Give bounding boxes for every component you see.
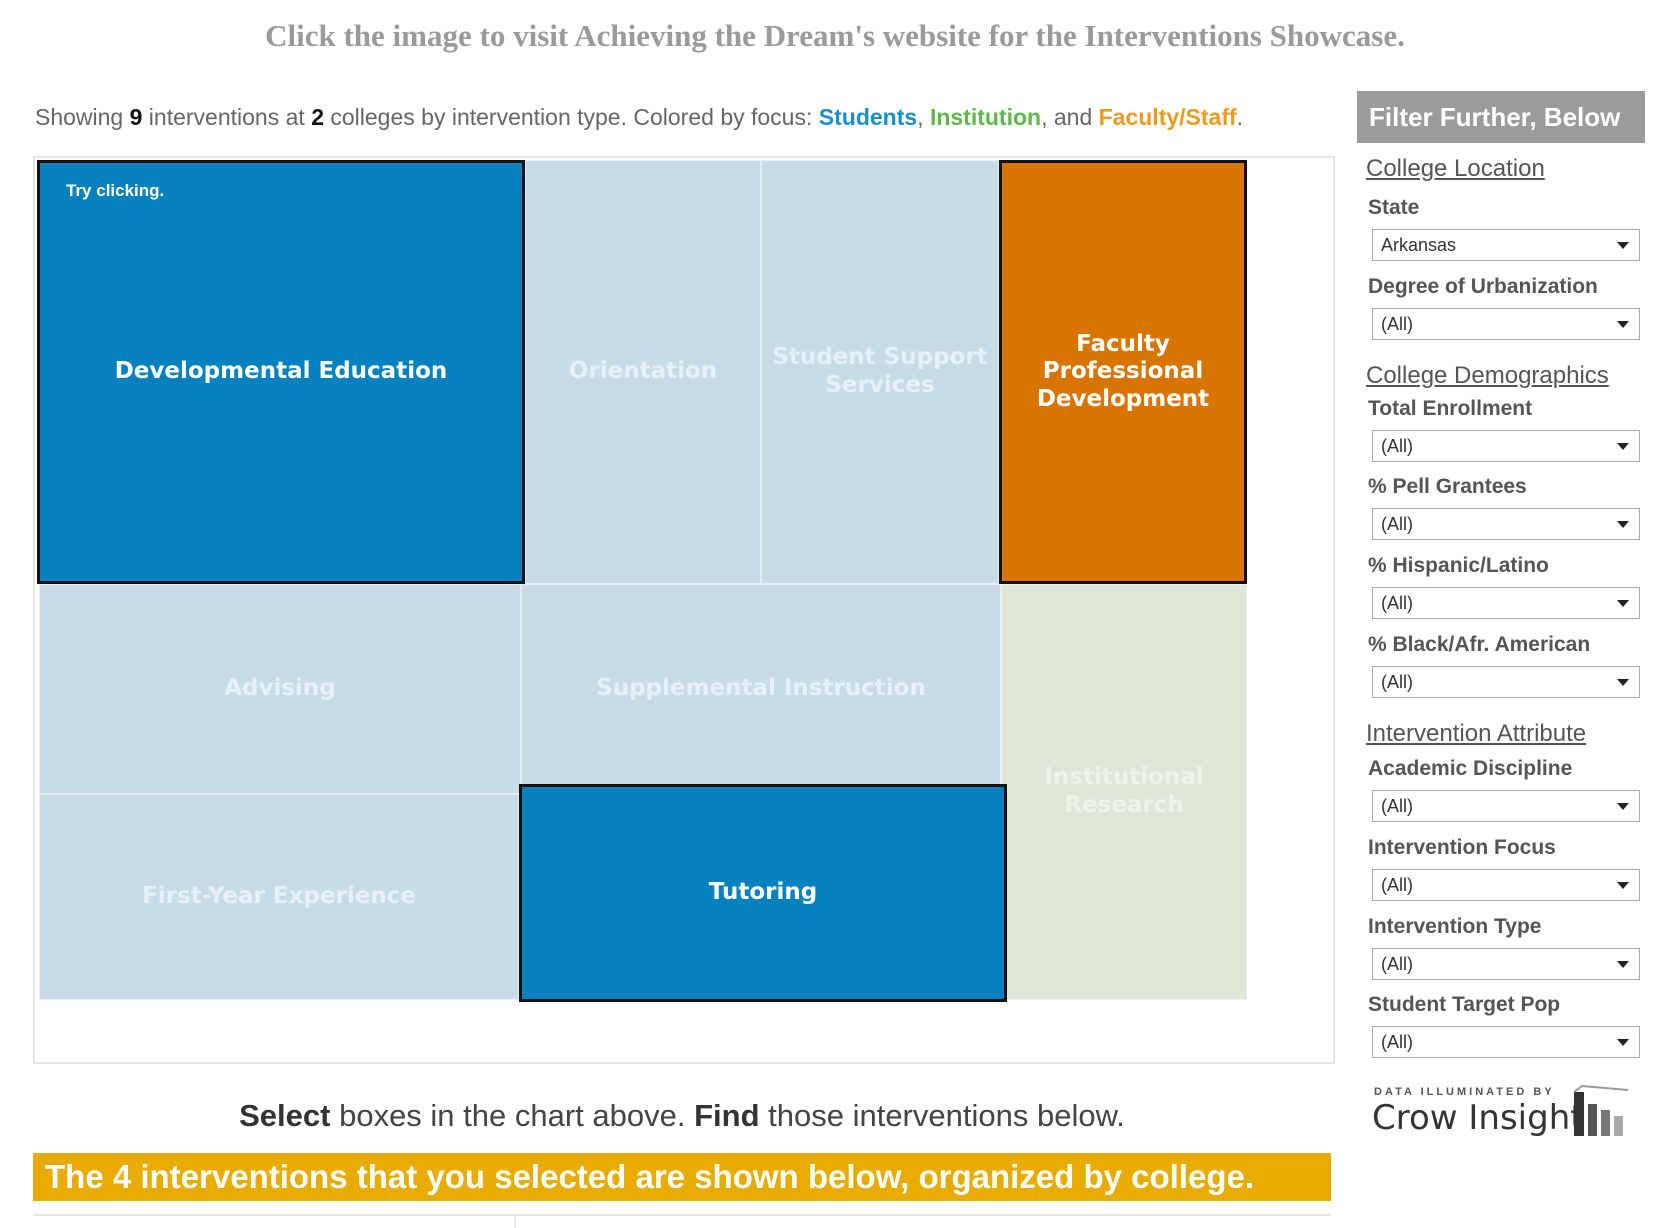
instruction-text: those interventions below. bbox=[759, 1098, 1125, 1133]
tile-student-support-services[interactable]: Student Support Services bbox=[761, 160, 999, 584]
tile-first-year-experience[interactable]: First-Year Experience bbox=[39, 794, 519, 1000]
section-college-location: College Location bbox=[1366, 155, 1545, 182]
crow-insight-logo[interactable]: DATA ILLUMINATED BY Crow Insight bbox=[1372, 1084, 1632, 1144]
urbanization-dropdown[interactable]: (All) bbox=[1372, 308, 1640, 340]
tile-faculty-professional-development[interactable]: Faculty Professional Development bbox=[999, 160, 1247, 584]
enrollment-label: Total Enrollment bbox=[1368, 397, 1533, 420]
hispanic-label: % Hispanic/Latino bbox=[1368, 554, 1549, 577]
chevron-down-icon bbox=[1617, 443, 1629, 450]
dropdown-value: (All) bbox=[1381, 672, 1413, 692]
legend-institution: Institution bbox=[929, 104, 1042, 130]
chevron-down-icon bbox=[1617, 600, 1629, 607]
chevron-down-icon bbox=[1617, 803, 1629, 810]
section-college-demographics: College Demographics bbox=[1366, 362, 1609, 389]
discipline-dropdown[interactable]: (All) bbox=[1372, 790, 1640, 822]
target-pop-dropdown[interactable]: (All) bbox=[1372, 1026, 1640, 1058]
tile-supplemental-instruction[interactable]: Supplemental Instruction bbox=[521, 584, 1001, 794]
tile-advising[interactable]: Advising bbox=[39, 584, 521, 794]
filter-header: Filter Further, Below bbox=[1357, 91, 1645, 143]
tile-label: Supplemental Instruction bbox=[596, 675, 926, 702]
tile-institutional-research[interactable]: Institutional Research bbox=[1001, 584, 1247, 1000]
hispanic-dropdown[interactable]: (All) bbox=[1372, 587, 1640, 619]
dropdown-value: (All) bbox=[1381, 1032, 1413, 1052]
tile-label: Tutoring bbox=[708, 879, 818, 906]
results-divider bbox=[33, 1214, 1331, 1216]
target-pop-label: Student Target Pop bbox=[1368, 993, 1561, 1016]
tile-developmental-education[interactable]: Try clicking. Developmental Education bbox=[37, 160, 525, 584]
summary-prefix: Showing bbox=[35, 104, 130, 130]
summary-text-part: interventions at bbox=[142, 104, 312, 130]
summary-text-part: colleges by intervention type. Colored b… bbox=[323, 104, 819, 130]
selection-instructions: Select boxes in the chart above. Find th… bbox=[33, 1098, 1331, 1134]
tile-label: Developmental Education bbox=[114, 358, 448, 385]
pell-dropdown[interactable]: (All) bbox=[1372, 508, 1640, 540]
chevron-down-icon bbox=[1617, 321, 1629, 328]
dropdown-value: (All) bbox=[1381, 314, 1413, 334]
chevron-down-icon bbox=[1617, 882, 1629, 889]
interventions-treemap: Try clicking. Developmental Education Or… bbox=[33, 156, 1335, 1064]
interventions-showcase-link[interactable]: Click the image to visit Achieving the D… bbox=[265, 18, 1405, 53]
enrollment-dropdown[interactable]: (All) bbox=[1372, 430, 1640, 462]
logo-brand: Crow Insight bbox=[1372, 1098, 1584, 1138]
dropdown-value: (All) bbox=[1381, 796, 1413, 816]
dropdown-value: Arkansas bbox=[1381, 235, 1457, 255]
summary-text: Showing 9 interventions at 2 colleges by… bbox=[35, 104, 1243, 131]
chevron-down-icon bbox=[1617, 679, 1629, 686]
type-dropdown[interactable]: (All) bbox=[1372, 948, 1640, 980]
selected-results-banner: The 4 interventions that you selected ar… bbox=[33, 1153, 1331, 1201]
dropdown-value: (All) bbox=[1381, 875, 1413, 895]
summary-end: . bbox=[1236, 104, 1244, 130]
tile-label: Institutional Research bbox=[1044, 764, 1204, 818]
colleges-count: 2 bbox=[311, 104, 324, 130]
summary-separator: , and bbox=[1041, 104, 1099, 130]
dropdown-value: (All) bbox=[1381, 954, 1413, 974]
instruction-select: Select bbox=[239, 1098, 331, 1133]
type-label: Intervention Type bbox=[1368, 915, 1542, 938]
dropdown-value: (All) bbox=[1381, 593, 1413, 613]
tile-label: First-Year Experience bbox=[142, 883, 416, 910]
instruction-find: Find bbox=[694, 1098, 760, 1133]
discipline-label: Academic Discipline bbox=[1368, 757, 1573, 780]
interventions-count: 9 bbox=[129, 104, 143, 130]
dropdown-value: (All) bbox=[1381, 436, 1413, 456]
tile-orientation[interactable]: Orientation bbox=[525, 160, 761, 584]
legend-faculty-staff: Faculty/Staff bbox=[1098, 104, 1237, 130]
results-column-divider bbox=[514, 1214, 516, 1228]
chevron-down-icon bbox=[1617, 1039, 1629, 1046]
tile-tutoring[interactable]: Tutoring bbox=[519, 784, 1007, 1002]
logo-tagline: DATA ILLUMINATED BY bbox=[1374, 1086, 1555, 1098]
tile-label: Advising bbox=[224, 675, 336, 702]
legend-students: Students bbox=[818, 104, 918, 130]
pell-label: % Pell Grantees bbox=[1368, 475, 1527, 498]
try-clicking-hint: Try clicking. bbox=[66, 181, 165, 200]
state-label: State bbox=[1368, 196, 1420, 219]
state-dropdown[interactable]: Arkansas bbox=[1372, 229, 1640, 261]
dropdown-value: (All) bbox=[1381, 514, 1413, 534]
tile-label: Student Support Services bbox=[772, 344, 988, 398]
chevron-down-icon bbox=[1617, 242, 1629, 249]
chevron-down-icon bbox=[1617, 521, 1629, 528]
focus-dropdown[interactable]: (All) bbox=[1372, 869, 1640, 901]
focus-label: Intervention Focus bbox=[1368, 836, 1556, 859]
black-dropdown[interactable]: (All) bbox=[1372, 666, 1640, 698]
black-label: % Black/Afr. American bbox=[1368, 633, 1591, 656]
urbanization-label: Degree of Urbanization bbox=[1368, 275, 1598, 298]
summary-separator: , bbox=[917, 104, 930, 130]
section-intervention-attribute: Intervention Attribute bbox=[1366, 720, 1587, 747]
bar-chart-icon bbox=[1573, 1084, 1629, 1136]
tile-label: Faculty Professional Development bbox=[1036, 330, 1210, 412]
tile-label: Orientation bbox=[568, 358, 718, 385]
instruction-text: boxes in the chart above. bbox=[330, 1098, 695, 1133]
chevron-down-icon bbox=[1617, 961, 1629, 968]
